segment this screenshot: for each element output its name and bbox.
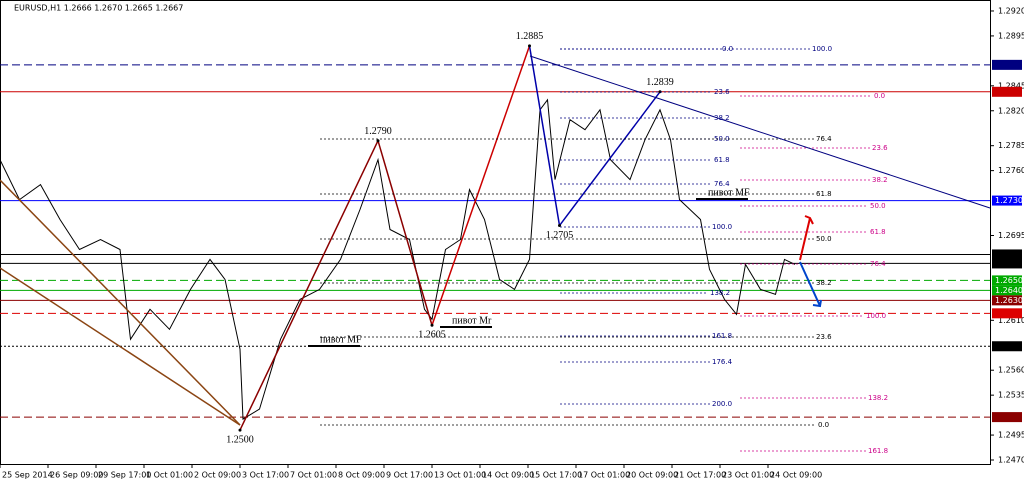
y-tick-label: 1.2920: [998, 6, 1024, 15]
fib-label: 0.0: [722, 45, 733, 53]
price-tag: [992, 412, 1022, 423]
swing-label: 1.2790: [364, 126, 392, 137]
swing-point: [430, 323, 434, 327]
price-tag-label: 1.2730: [995, 196, 1023, 205]
price-line: [0, 98, 796, 420]
swing-point: [528, 44, 531, 48]
fib-label: 161.8: [868, 447, 888, 455]
swing-label: 1.2839: [646, 77, 674, 88]
fib-label: 176.4: [712, 358, 733, 366]
y-tick-label: 1.2695: [998, 231, 1024, 240]
fib-label: 38.2: [714, 114, 730, 122]
arrow-down: [799, 261, 822, 308]
x-tick-label: 29 Sep 17:00: [98, 471, 151, 480]
annotation: пивот MF: [320, 334, 362, 345]
y-tick-label: 1.2470: [998, 456, 1024, 465]
price-tag: [992, 86, 1022, 97]
swing-point: [238, 428, 242, 432]
trend-line: [0, 179, 241, 426]
zigzag: [558, 91, 661, 226]
price-tag-label: 1.2650: [995, 276, 1023, 285]
plot-frame: [0, 0, 991, 465]
trend-line: [0, 267, 241, 426]
y-tick-label: 1.2610: [998, 316, 1024, 325]
fib-label: 0.0: [874, 92, 885, 100]
fib-label: 38.2: [816, 279, 832, 287]
price-tag-label: 1.2640: [995, 286, 1023, 295]
chart-title: EURUSD,H1 1.2666 1.2670 1.2665 1.2667: [14, 4, 183, 13]
fib-label: 138.2: [710, 289, 730, 297]
zigzag: [528, 45, 561, 226]
swing-label: 1.2705: [546, 230, 574, 241]
price-tag: [992, 195, 1022, 206]
y-tick-label: 1.2760: [998, 166, 1024, 175]
fib-label: 0.0: [818, 421, 829, 429]
fib-label: 61.8: [714, 156, 730, 164]
annotation: пивот MF: [708, 187, 750, 198]
price-tag: [992, 285, 1022, 296]
x-tick-label: 26 Sep 09:00: [50, 471, 103, 480]
x-tick-label: 7 Oct 01:00: [290, 471, 337, 480]
x-tick-label: 14 Oct 09:00: [482, 471, 534, 480]
price-tag: [992, 295, 1022, 306]
fib-label: 50.0: [816, 235, 832, 243]
x-tick-label: 3 Oct 17:00: [242, 471, 289, 480]
x-tick-label: 25 Sep 2014: [2, 471, 53, 480]
price-tag: [992, 258, 1022, 269]
annotation: пивот Mr: [452, 315, 492, 326]
price-tag: [992, 59, 1022, 70]
trend-line: [529, 55, 991, 209]
fib-label: 23.6: [872, 144, 888, 152]
x-tick-label: 24 Oct 09:00: [770, 471, 822, 480]
swing-point: [558, 224, 561, 228]
fib-label: 23.6: [714, 88, 730, 96]
price-tag: [992, 308, 1022, 319]
y-tick-label: 1.2895: [998, 31, 1024, 40]
fib-label: 100.0: [712, 223, 732, 231]
y-tick-label: 1.2785: [998, 141, 1024, 150]
fib-label: 23.6: [816, 333, 832, 341]
x-tick-label: 8 Oct 09:00: [338, 471, 385, 480]
price-tag: [992, 249, 1022, 260]
y-tick-label: 1.2820: [998, 106, 1024, 115]
zigzag: [239, 140, 379, 431]
fib-label: 138.2: [868, 394, 888, 402]
y-tick-label: 1.2560: [998, 366, 1024, 375]
fib-label: 100.0: [812, 45, 832, 53]
swing-label: 1.2500: [226, 434, 254, 445]
price-tag-label: 1.2630: [995, 296, 1023, 305]
fib-label: 61.8: [870, 228, 886, 236]
zigzag: [431, 45, 531, 326]
x-tick-label: 9 Oct 17:00: [386, 471, 433, 480]
y-tick-label: 1.2845: [998, 81, 1024, 90]
x-tick-label: 21 Oct 17:00: [674, 471, 726, 480]
x-tick-label: 13 Oct 01:00: [434, 471, 486, 480]
x-tick-label: 20 Oct 09:00: [626, 471, 678, 480]
x-tick-label: 17 Oct 01:00: [578, 471, 630, 480]
price-tag: [992, 275, 1022, 286]
x-tick-label: 23 Oct 01:00: [722, 471, 774, 480]
fib-label: 50.0: [870, 202, 886, 210]
price-tag: [992, 341, 1022, 352]
fib-label: 38.2: [872, 176, 888, 184]
swing-label: 1.2605: [418, 330, 446, 341]
fib-label: 200.0: [712, 400, 732, 408]
arrow-up: [799, 215, 814, 261]
fib-label: 100.0: [866, 312, 886, 320]
y-tick-label: 1.2495: [998, 431, 1024, 440]
fib-label: 76.4: [714, 180, 730, 188]
fib-label: 76.4: [870, 260, 886, 268]
fib-label: 76.4: [816, 135, 832, 143]
x-tick-label: 1 Oct 01:00: [146, 471, 193, 480]
swing-label: 1.2885: [516, 31, 544, 42]
y-tick-label: 1.2535: [998, 391, 1024, 400]
swing-point: [376, 139, 380, 143]
x-tick-label: 2 Oct 09:00: [194, 471, 241, 480]
x-tick-label: 15 Oct 17:00: [530, 471, 582, 480]
fib-label: 161.8: [712, 332, 732, 340]
fib-label: 61.8: [816, 190, 832, 198]
zigzag: [377, 140, 433, 326]
